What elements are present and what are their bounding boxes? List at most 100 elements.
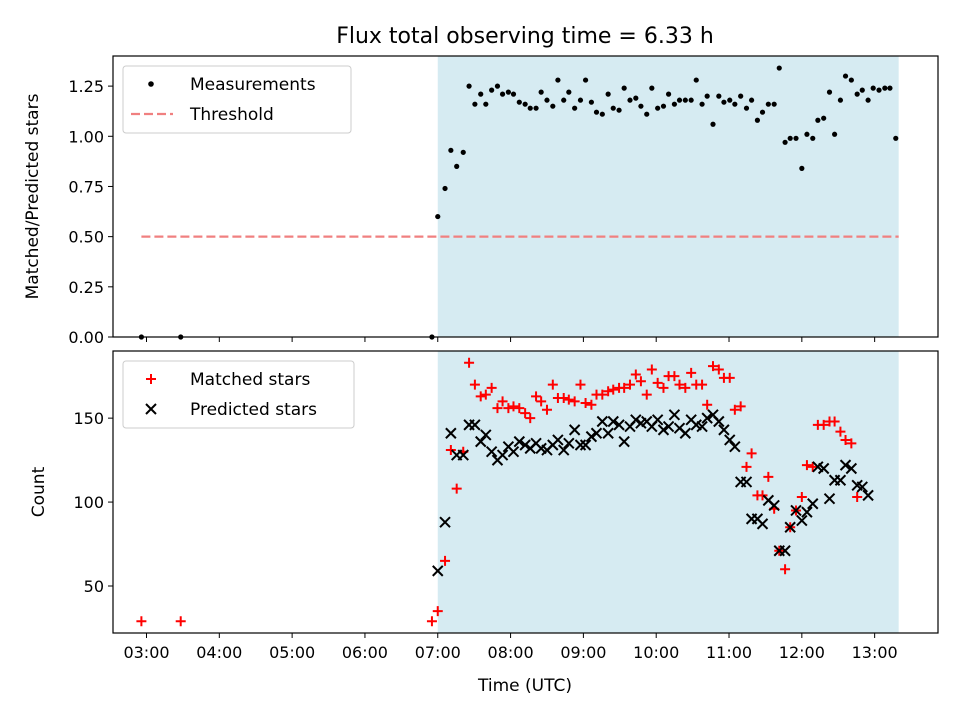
predicted-stars-point [679,427,692,439]
matched-stars-point [580,398,591,409]
measurements-point [676,97,683,103]
measurements-point [644,111,650,117]
measurements-point [887,85,893,91]
matched-stars-point [586,399,597,410]
x-tick-label: 03:00 [123,643,169,662]
measurements-point [738,93,744,99]
measurements-point [561,97,567,103]
measurements-point [776,65,782,71]
measurements-point [472,101,478,107]
matched-stars-point [451,483,462,494]
top-y-tick-label: 0.00 [68,328,104,347]
matched-stars-point [547,379,558,390]
top-y-tick-label: 0.25 [68,278,104,297]
matched-stars-point [840,434,851,445]
measurements-point [765,101,771,107]
measurements-point [732,101,738,107]
top-y-tick-label: 0.75 [68,177,104,196]
matched-stars-point [520,408,531,419]
x-tick-label: 04:00 [196,643,242,662]
predicted-stars-point [834,474,847,486]
measurements-point [533,105,539,111]
predicted-stars-point [496,449,509,461]
matched-stars-point [801,460,812,471]
x-tick-label: 09:00 [560,643,606,662]
predicted-stars-point [563,437,575,450]
matched-stars-point [780,564,791,575]
measurements-point [671,101,678,107]
matched-stars-point [669,371,680,382]
matched-stars-point [480,389,491,400]
measurements-point [804,131,810,137]
matched-stars-point [492,403,503,414]
matched-stars-point [708,361,718,372]
measurements-point [627,97,633,103]
matched-stars-point [652,377,663,388]
matched-stars-point [680,382,691,393]
predicted-stars-point [475,435,487,448]
measurements-point [748,97,755,103]
measurements-point [616,107,622,113]
predicted-stars-point [513,435,526,448]
matched-stars-point [818,419,829,430]
measurements-point [793,135,799,141]
bottom-legend-box [122,360,355,429]
measurements-point [655,105,661,111]
measurements-point [854,91,860,97]
matched-stars-point [724,372,735,383]
predicted-stars-point [796,514,808,527]
matched-stars-point [469,379,480,390]
measurements-point [882,85,888,91]
matched-stars-point [846,438,857,449]
x-tick-label: 13:00 [852,643,898,662]
predicted-stars-point [445,427,457,439]
bottom-y-axis-label: Count [29,466,49,517]
predicted-stars-point [590,427,603,439]
measurements-point [550,103,556,109]
predicted-stars-point [724,434,736,446]
matched-stars-point [729,404,740,415]
matched-stars-point [136,616,147,627]
top-y-tick-label: 1.25 [68,77,104,96]
matched-stars-point [674,379,685,390]
predicted-stars-point [432,565,444,577]
measurements-point [815,117,821,123]
bottom-y-tick-label: 50 [84,577,104,596]
x-axis-label: Time (UTC) [477,676,572,696]
top-legend: Measurements Threshold [122,65,352,134]
x-tick-label: 10:00 [633,643,679,662]
matched-stars-point [852,492,863,503]
predicted-stars-point [862,489,874,502]
predicted-stars-point [668,409,681,421]
predicted-stars-point [779,545,791,557]
predicted-stars-point [485,446,498,458]
measurements-point [716,93,722,99]
predicted-stars-point [630,414,642,426]
top-panel: 0.00 0.25 0.50 0.75 1.00 1.25 Matched/Predicte… [23,55,939,347]
bottom-observing-window [437,351,899,633]
measurements-point [527,105,533,111]
measurements-point [693,77,699,83]
predicted-stars-point [613,419,625,431]
predicted-stars-point [729,440,741,453]
top-y-tick-label: 0.50 [68,228,104,247]
measurements-point [588,99,594,105]
measurements-point [832,131,838,137]
measurements-point [704,93,710,99]
measurements-point [555,77,561,83]
matched-stars-point [619,382,630,393]
predicted-stars-point [701,412,713,424]
legend-label-matched-stars: Matched stars [190,370,310,390]
matched-stars-point [624,379,635,390]
measurements-point [510,91,517,97]
measurements-point [633,95,639,101]
matched-stars-point [807,461,818,472]
matched-stars-point [575,379,586,390]
predicted-stars-point [596,415,609,428]
matched-stars-point [635,376,646,387]
matched-stars-point [525,413,536,424]
measurements-point [582,77,589,83]
matched-stars-point [563,394,574,405]
matched-stars-point [432,606,443,617]
predicted-stars-point [696,420,708,433]
